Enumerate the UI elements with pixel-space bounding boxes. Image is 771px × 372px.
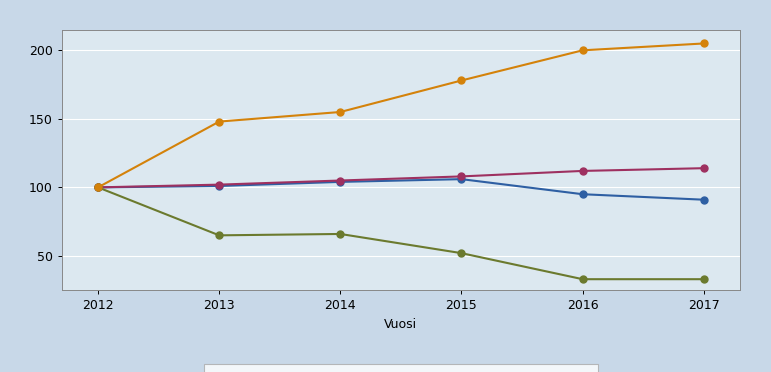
X-axis label: Vuosi: Vuosi <box>385 318 417 331</box>
Legend: Käynnit, Yksityinen Hinta, Kelakorvaus, Kelakorvauksen jälkeinen hinta: Käynnit, Yksityinen Hinta, Kelakorvaus, … <box>204 364 598 372</box>
